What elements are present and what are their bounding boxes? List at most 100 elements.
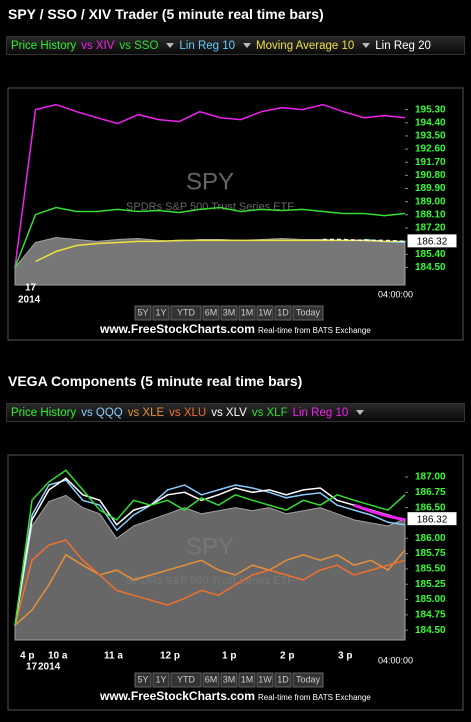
dropdown-arrow[interactable] [243, 43, 252, 48]
legend-entry[interactable]: vs XIV [81, 39, 115, 52]
x-tick-label: 1 p [222, 651, 236, 662]
y-tick-label: 185.50 [415, 564, 446, 575]
x-tick-label: 17 [25, 283, 37, 294]
x-tick-label: 12 p [160, 651, 180, 662]
panel-title: VEGA Components (5 minute real time bars… [8, 373, 303, 389]
y-tick-label: 184.75 [415, 610, 446, 621]
y-tick-label: 187.00 [415, 472, 446, 483]
range-button[interactable] [202, 672, 220, 688]
chart-frame [7, 87, 464, 341]
range-button[interactable] [170, 305, 202, 321]
range-button-label: 6M [205, 307, 218, 317]
series-line [353, 503, 406, 522]
y-tick-label: 195.30 [415, 104, 446, 115]
range-button-label: 1Y [155, 307, 166, 317]
series-line [14, 206, 406, 268]
y-tick-label: 185.00 [415, 594, 446, 605]
y-tick-label: 185.75 [415, 548, 446, 559]
range-button-label: YTD [177, 674, 196, 684]
y-tick-label: 186.75 [415, 487, 446, 498]
legend-entry[interactable]: vs XLF [251, 406, 288, 419]
range-button[interactable] [274, 672, 292, 688]
price-area [14, 494, 406, 641]
x-tick-label: 2 p [280, 651, 294, 662]
last-value-box [406, 511, 458, 527]
indicator-toolbar: Price History vs QQQ vs XLE vs XLU vs XLV vs … [6, 403, 465, 422]
series-line [14, 103, 406, 268]
footer-link: www.FreeStockCharts.com [99, 689, 255, 703]
series-line [14, 469, 406, 626]
x-tick-label: 2014 [18, 295, 41, 306]
y-tick-label: 187.20 [415, 223, 446, 234]
range-button-label: Today [296, 307, 321, 317]
range-button[interactable] [220, 672, 238, 688]
price-area [14, 236, 406, 286]
legend-entry[interactable]: vs QQQ [81, 406, 123, 419]
range-button-label: 1D [277, 307, 289, 317]
range-button-label: 1W [258, 307, 272, 317]
range-button[interactable] [152, 672, 170, 688]
y-tick-label: 186.00 [415, 533, 446, 544]
y-tick-label: 188.10 [415, 209, 446, 220]
range-button-label: 1M [241, 307, 254, 317]
footer-link: www.FreeStockCharts.com [99, 322, 255, 336]
y-tick-label: 192.60 [415, 144, 446, 155]
range-button-label: Today [296, 674, 321, 684]
series-line [14, 479, 406, 626]
y-tick-label: 189.00 [415, 196, 446, 207]
dropdown-arrow[interactable] [356, 410, 365, 415]
legend-entry[interactable]: Moving Average 10 [256, 39, 355, 52]
range-button-label: 5Y [137, 674, 148, 684]
legend-entry[interactable]: Lin Reg 10 [292, 406, 349, 419]
legend-entry[interactable]: vs XLE [127, 406, 165, 419]
range-button[interactable] [170, 672, 202, 688]
indicator-toolbar: Price History vs XIV vs SSO Lin Reg 10 Movin… [6, 36, 465, 55]
range-button[interactable] [292, 305, 324, 321]
y-tick-label: 189.90 [415, 183, 446, 194]
range-button[interactable] [202, 305, 220, 321]
range-button[interactable] [238, 305, 256, 321]
series-line [14, 549, 406, 626]
range-button-label: 1Y [155, 674, 166, 684]
range-button[interactable] [274, 305, 292, 321]
legend-entry[interactable]: Price History [11, 39, 77, 52]
y-tick-label: 193.50 [415, 131, 446, 142]
range-button-label: 1W [258, 674, 272, 684]
x-tick-label: 17 [26, 662, 38, 673]
range-button[interactable] [152, 305, 170, 321]
legend-entry[interactable]: vs XLU [169, 406, 207, 419]
legend-entry[interactable]: vs SSO [119, 39, 159, 52]
dropdown-arrow[interactable] [362, 43, 371, 48]
range-button[interactable] [256, 305, 274, 321]
range-button[interactable] [238, 672, 256, 688]
y-tick-label: 185.25 [415, 579, 446, 590]
range-button[interactable] [292, 672, 324, 688]
range-button-label: 6M [205, 674, 218, 684]
legend-entry[interactable]: Lin Reg 20 [375, 39, 431, 52]
range-button[interactable] [220, 305, 238, 321]
y-tick-label: 186.50 [415, 502, 446, 513]
series-line [35, 239, 405, 263]
footer-note: Real-time from BATS Exchange [258, 326, 371, 335]
y-tick-label: 184.50 [415, 625, 446, 636]
legend-entry[interactable]: vs XLV [211, 406, 247, 419]
x-tick-label: 2014 [38, 662, 61, 673]
x-tick-label: 3 p [338, 651, 352, 662]
range-button-label: 3M [223, 307, 236, 317]
series-line [14, 539, 406, 626]
last-value-label: 186.32 [417, 514, 448, 525]
range-button[interactable] [134, 672, 152, 688]
legend-entry[interactable]: Lin Reg 10 [179, 39, 236, 52]
panel-title: SPY / SSO / XIV Trader (5 minute real ti… [8, 6, 324, 22]
range-button[interactable] [134, 305, 152, 321]
end-time: 04:00:00 [378, 655, 413, 665]
legend-entry[interactable]: Price History [11, 406, 77, 419]
range-button-label: YTD [177, 307, 196, 317]
dropdown-arrow[interactable] [166, 43, 175, 48]
range-button[interactable] [256, 672, 274, 688]
watermark: SPY [186, 168, 234, 195]
y-tick-label: 184.50 [415, 262, 446, 273]
x-tick-label: 11 a [104, 651, 123, 662]
